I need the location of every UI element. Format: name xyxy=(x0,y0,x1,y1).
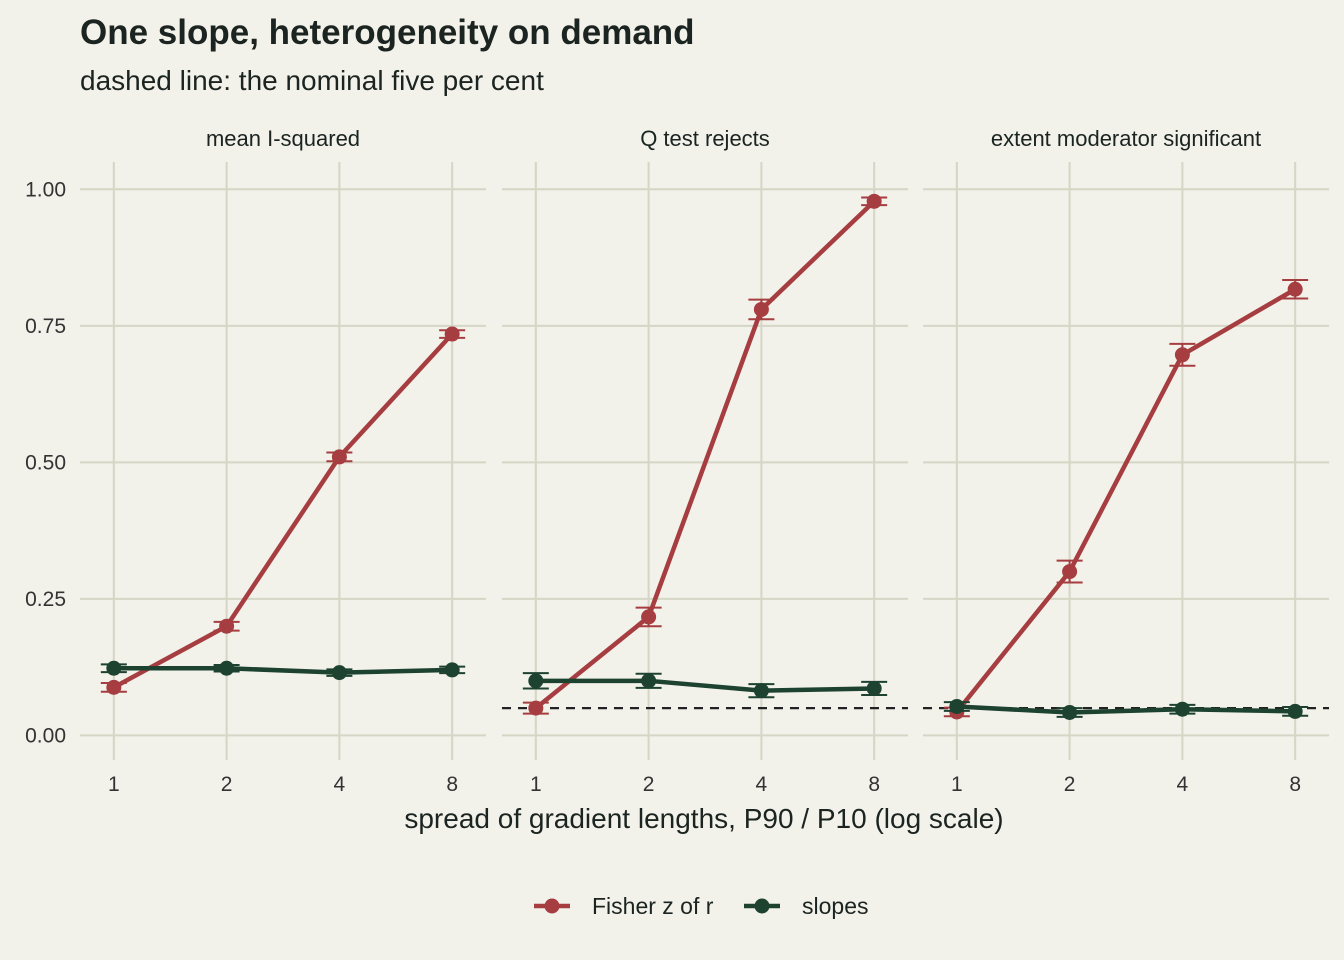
data-point xyxy=(866,680,882,696)
chart-title: One slope, heterogeneity on demand xyxy=(80,13,695,52)
series-fisher-z-of-r xyxy=(100,326,466,695)
data-point xyxy=(528,673,544,689)
y-tick-label: 0.25 xyxy=(25,588,66,611)
data-point xyxy=(753,683,769,699)
series-fisher-z-of-r xyxy=(522,193,888,716)
x-tick-label: 8 xyxy=(868,773,880,796)
data-point xyxy=(1174,347,1190,363)
y-tick-label: 0.75 xyxy=(25,315,66,338)
x-tick-label: 4 xyxy=(1177,773,1189,796)
data-point xyxy=(528,700,544,716)
data-point xyxy=(444,662,460,678)
series-line xyxy=(955,287,1297,714)
x-tick-label: 2 xyxy=(221,773,233,796)
legend-item: slopes xyxy=(744,893,868,919)
data-point xyxy=(106,679,122,695)
data-point xyxy=(444,326,460,342)
y-tick-label: 1.00 xyxy=(25,178,66,201)
series-slopes xyxy=(522,672,888,699)
x-tick-label: 2 xyxy=(1064,773,1076,796)
series-line xyxy=(956,704,1296,715)
series-line xyxy=(112,332,454,690)
legend-key-point xyxy=(544,898,560,914)
panel-title: extent moderator significant xyxy=(991,126,1261,151)
panel-title: Q test rejects xyxy=(640,126,770,151)
data-point xyxy=(753,301,769,317)
data-point xyxy=(866,193,882,209)
data-point xyxy=(1174,701,1190,717)
legend: Fisher z of r slopes xyxy=(534,893,868,919)
series-line xyxy=(113,666,453,675)
data-point xyxy=(641,673,657,689)
y-tick-label: 0.00 xyxy=(25,724,66,747)
x-tick-label: 4 xyxy=(334,773,346,796)
x-tick-label: 4 xyxy=(756,773,768,796)
series-fisher-z-of-r xyxy=(943,278,1309,720)
x-tick-label: 8 xyxy=(1289,773,1301,796)
data-point xyxy=(106,660,122,676)
legend-key-point xyxy=(754,898,770,914)
data-point xyxy=(219,660,235,676)
series-slopes xyxy=(100,660,466,681)
data-point xyxy=(331,665,347,681)
x-tick-label: 8 xyxy=(446,773,458,796)
panel-title: mean I-squared xyxy=(206,126,360,151)
chart-subtitle: dashed line: the nominal five per cent xyxy=(80,65,544,96)
y-tick-label: 0.50 xyxy=(25,451,66,474)
data-point xyxy=(1062,564,1078,580)
data-point xyxy=(1287,281,1303,297)
legend-label: Fisher z of r xyxy=(592,893,714,919)
x-tick-label: 1 xyxy=(951,773,963,796)
data-point xyxy=(331,449,347,465)
legend-label: slopes xyxy=(802,893,868,919)
x-tick-label: 2 xyxy=(643,773,655,796)
x-tick-label: 1 xyxy=(530,773,542,796)
panel-1: mean I-squared 1 2 4 8 0.00 0.25 0.50 0.75 1.00 xyxy=(25,126,486,796)
legend-item: Fisher z of r xyxy=(534,893,714,919)
series-slopes xyxy=(943,698,1309,720)
data-point xyxy=(1287,703,1303,719)
panel-2: Q test rejects 1 2 4 8 xyxy=(502,126,908,796)
data-point xyxy=(949,698,965,714)
series-line xyxy=(534,199,876,710)
x-tick-label: 1 xyxy=(108,773,120,796)
data-point xyxy=(641,609,657,625)
panel-3: extent moderator significant 1 2 4 8 xyxy=(923,126,1329,796)
panels: mean I-squared 1 2 4 8 0.00 0.25 0.50 0.75 1.00 Q … xyxy=(25,126,1329,796)
data-point xyxy=(1062,704,1078,720)
series-line xyxy=(535,678,875,693)
x-axis-title: spread of gradient lengths, P90 / P10 (l… xyxy=(404,803,1003,834)
data-point xyxy=(219,618,235,634)
